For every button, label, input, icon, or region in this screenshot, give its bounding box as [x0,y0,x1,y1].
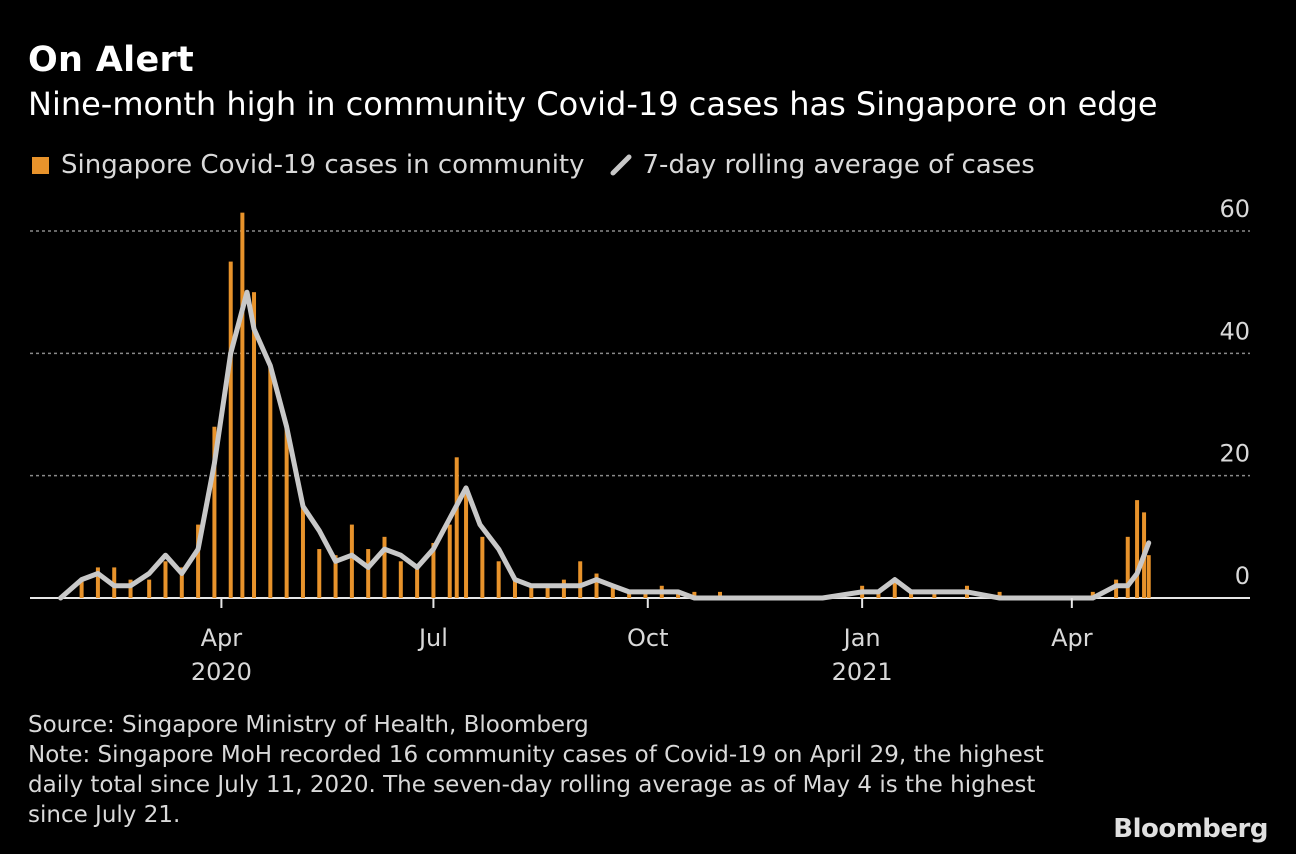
legend-line-label: 7-day rolling average of cases [642,150,1035,180]
bar [594,573,599,598]
bar [95,567,100,598]
bar [147,579,152,598]
legend-line-swatch [610,154,632,176]
x-tick-label: Apr [201,624,243,652]
bar [1146,555,1151,598]
bar [676,591,681,598]
bar [561,579,566,598]
bloomberg-logo: Bloomberg [1113,814,1268,844]
bar [128,579,133,598]
bar [284,426,289,598]
bar [610,585,615,598]
x-tick-label: Jan [842,624,881,652]
rolling-average-line [58,289,1152,601]
bar [163,561,168,598]
x-tick-label: Apr [1051,624,1093,652]
bar [333,555,338,598]
x-tick-year-label: 2020 [191,658,252,686]
bar [228,261,233,598]
bar [692,591,697,598]
x-tick-label: Oct [627,624,669,652]
bar [545,585,550,598]
chart-subtitle: Nine-month high in community Covid-19 ca… [28,85,1158,123]
bar [997,591,1002,598]
x-tick-label: Jul [417,624,448,652]
chart-plot: 0 20 40 60 Apr 2020 Jul Oct Jan 2021 Apr [30,195,1250,686]
bar [179,567,184,598]
chart-title: On Alert [28,40,195,80]
bar [431,542,436,598]
legend: Singapore Covid-19 cases in community 7-… [32,150,1035,180]
bar [480,536,485,598]
y-tick-label: 40 [1219,317,1250,345]
bar [496,561,501,598]
methodology-note: Note: Singapore MoH recorded 16 communit… [28,742,1052,828]
bar [1125,536,1130,598]
bar [252,292,257,598]
bar [79,579,84,598]
bar [366,549,371,598]
bar [212,426,217,598]
bar [643,591,648,598]
bar [447,524,452,598]
x-tick-year-label: 2021 [832,658,893,686]
footer: Source: Singapore Ministry of Health, Bl… [28,710,1088,830]
bar [892,579,897,598]
bar [876,591,881,598]
bar [1135,500,1140,598]
y-tick-label: 0 [1235,562,1250,590]
bar [464,487,469,598]
bar [454,457,459,598]
bar [196,524,201,598]
line-layer [58,289,1152,601]
bar [415,567,420,598]
source-note: Source: Singapore Ministry of Health, Bl… [28,712,589,738]
bar [909,591,914,598]
bar [578,561,583,598]
axis-layer: 0 20 40 60 Apr 2020 Jul Oct Jan 2021 Apr [191,195,1250,686]
legend-bar-label: Singapore Covid-19 cases in community [61,150,585,180]
bars-layer [79,212,1151,598]
bar [300,506,305,598]
bar [529,585,534,598]
bar [512,579,517,598]
bar [349,524,354,598]
bar [627,591,632,598]
y-tick-label: 60 [1219,195,1250,223]
bar [1090,591,1095,598]
legend-bar-swatch [32,156,49,174]
bar [317,549,322,598]
bar [932,591,937,598]
y-tick-label: 20 [1219,440,1250,468]
bar [718,591,723,598]
bar [382,536,387,598]
bar [1114,579,1119,598]
bar [268,365,273,598]
bar [398,561,403,598]
bar [240,212,245,598]
